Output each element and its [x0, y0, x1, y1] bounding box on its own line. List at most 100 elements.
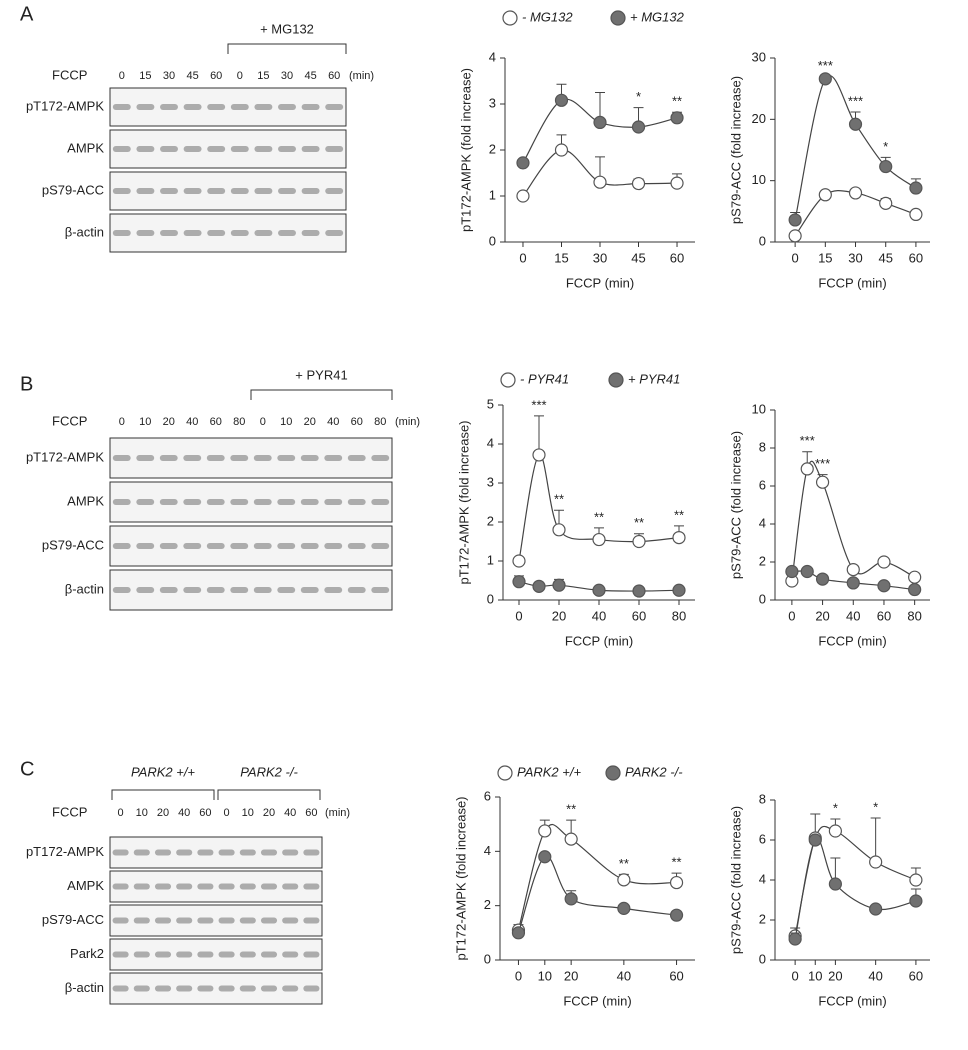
x-tick-label: 60 — [669, 968, 683, 983]
blot-band — [253, 587, 272, 593]
row-label: pS79-ACC — [42, 182, 104, 197]
blot-band — [371, 455, 390, 461]
marker — [877, 579, 891, 593]
marker — [552, 578, 566, 592]
blot-band — [282, 883, 299, 890]
marker — [670, 176, 684, 190]
blot-band — [112, 883, 129, 890]
blot-band — [230, 587, 249, 593]
x-tick-label: 60 — [909, 250, 923, 265]
unit-label: (min) — [325, 807, 350, 819]
blot-band — [183, 455, 202, 461]
lane-label: 60 — [351, 416, 363, 428]
blot-band — [303, 849, 320, 856]
blot-band — [218, 951, 235, 958]
x-tick-label: 45 — [631, 250, 645, 265]
marker — [818, 188, 832, 202]
bracket — [227, 43, 347, 54]
x-tick-label: 80 — [907, 608, 921, 623]
blot-band — [154, 883, 172, 890]
blot-row — [109, 904, 323, 937]
blot-band — [206, 455, 225, 461]
row-label: pT172-AMPK — [26, 449, 104, 464]
blot-band — [230, 230, 249, 236]
blot-band — [207, 146, 226, 152]
significance: ** — [674, 507, 684, 522]
blot-band — [112, 230, 131, 236]
blot-band — [303, 883, 320, 890]
marker — [808, 833, 822, 847]
lane-label: 80 — [233, 416, 245, 428]
blot-band — [253, 543, 272, 549]
x-tick-label: 10 — [538, 968, 552, 983]
marker — [593, 115, 607, 130]
significance: * — [636, 89, 641, 104]
y-tick-label: 4 — [484, 843, 491, 858]
y-tick-label: 8 — [759, 791, 766, 806]
y-axis-label: pS79-ACC (fold increase) — [728, 806, 743, 954]
lane-label: 40 — [327, 416, 339, 428]
marker — [869, 855, 883, 869]
treatment-label: + MG132 — [260, 21, 314, 36]
blot-band — [239, 883, 256, 890]
marker — [554, 143, 569, 157]
error-bar — [870, 817, 881, 862]
blot-band — [176, 985, 193, 992]
blot-band — [176, 951, 193, 958]
blot-band — [325, 188, 344, 194]
x-tick-label: 0 — [515, 968, 522, 983]
blot-band — [300, 543, 319, 549]
x-tick-label: 30 — [593, 250, 607, 265]
blot-band — [253, 455, 272, 461]
blot-band — [239, 951, 256, 958]
blot-band — [301, 104, 320, 110]
blot-band — [136, 455, 155, 461]
y-tick-label: 0 — [759, 951, 766, 966]
blot-row — [109, 437, 393, 479]
blot-row — [109, 87, 347, 127]
blot-band — [136, 543, 155, 549]
x-tick-label: 0 — [788, 608, 795, 623]
x-tick-label: 0 — [792, 250, 799, 265]
blot-band — [197, 985, 214, 992]
significance: ** — [619, 856, 629, 871]
lane-label: 60 — [305, 807, 317, 819]
y-tick-label: 1 — [489, 187, 496, 202]
marker — [879, 196, 893, 210]
marker — [909, 894, 923, 908]
x-tick-label: 60 — [877, 608, 891, 623]
x-tick-label: 20 — [552, 608, 566, 623]
marker — [632, 584, 646, 598]
blot-row — [109, 870, 323, 903]
blot-band — [112, 985, 129, 992]
series-line — [517, 824, 677, 931]
blot-band — [112, 146, 131, 152]
blot-band — [133, 951, 150, 958]
x-tick-label: 30 — [848, 250, 862, 265]
blot-band — [230, 104, 249, 110]
marker — [631, 176, 646, 191]
group-label: PARK2 -/- — [240, 764, 298, 779]
y-tick-label: 4 — [489, 49, 496, 64]
lane-label: 10 — [139, 416, 151, 428]
lane-label: 0 — [237, 70, 243, 82]
blot-band — [277, 455, 296, 461]
blot-band — [301, 230, 320, 236]
blot-band — [282, 985, 299, 992]
x-axis-label: FCCP (min) — [818, 275, 886, 290]
y-tick-label: 20 — [752, 111, 766, 126]
row-label: pS79-ACC — [42, 912, 104, 927]
blot-row — [109, 836, 323, 869]
blot-band — [133, 883, 150, 890]
blot-band — [207, 188, 226, 194]
y-tick-label: 2 — [489, 141, 496, 156]
legend-marker — [502, 10, 518, 26]
lane-label: 45 — [304, 70, 316, 82]
marker — [672, 583, 686, 597]
x-tick-label: 60 — [670, 250, 684, 265]
marker — [909, 873, 923, 887]
significance: *** — [800, 433, 815, 448]
blot-band — [253, 499, 272, 505]
x-axis-label: FCCP (min) — [565, 633, 633, 648]
blot-band — [371, 543, 390, 549]
